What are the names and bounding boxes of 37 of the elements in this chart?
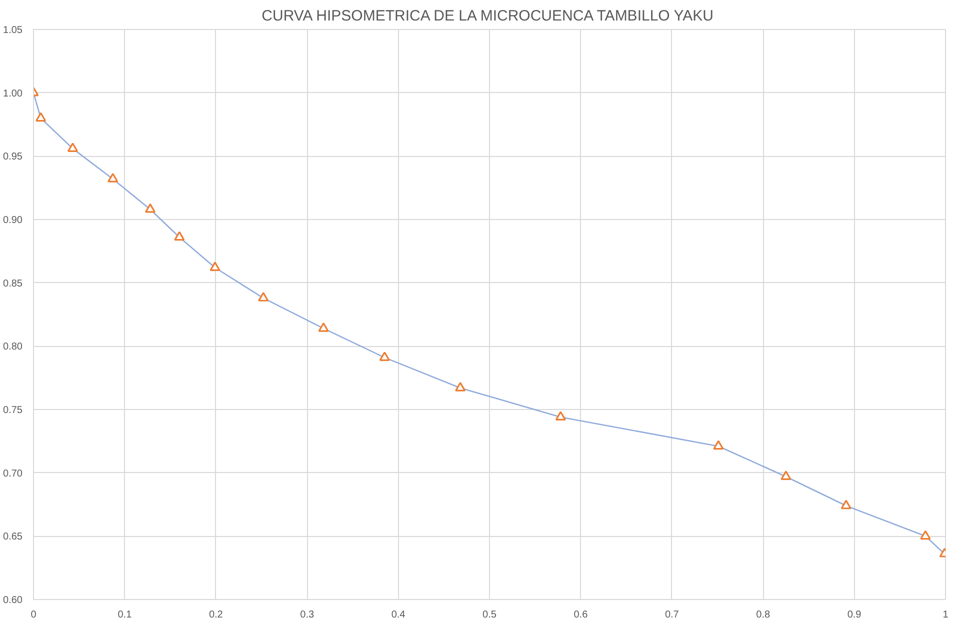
point: [174, 231, 185, 241]
point: [920, 530, 931, 540]
y-tick-label: 0.65: [3, 532, 23, 543]
point: [780, 470, 792, 480]
point: [555, 411, 566, 420]
point: [455, 382, 466, 392]
point: [840, 500, 852, 510]
y-tick-label: 0.75: [3, 405, 23, 416]
x-tick-label: 0.3: [300, 610, 314, 620]
chart-title: CURVA HIPSOMETRICA DE LA MICROCUENCA TAMBILLO YAKU: [262, 8, 714, 24]
point: [713, 440, 724, 450]
y-tick-label: 0.85: [3, 278, 23, 290]
y-tick-label: 0.95: [3, 152, 23, 163]
y-tick-label: 0.60: [3, 595, 23, 606]
y-tick-label: 1.05: [3, 25, 23, 36]
point: [318, 322, 329, 332]
x-tick-label: 0.2: [208, 610, 224, 620]
x-tick-label: 0.5: [482, 610, 497, 620]
point: [258, 292, 269, 302]
y-tick-label: 0.90: [3, 215, 23, 226]
y-tick-label: 1.00: [3, 88, 23, 100]
point: [35, 112, 46, 122]
point: [379, 352, 390, 361]
x-tick-label: 0.8: [756, 610, 770, 620]
x-tick-label: 0.9: [847, 610, 862, 620]
y-tick-label: 0.80: [3, 342, 23, 353]
point: [144, 203, 156, 213]
y-tick-label: 0.70: [3, 468, 23, 480]
x-tick-label: 0.6: [574, 610, 588, 620]
point: [108, 172, 118, 182]
point: [210, 262, 220, 272]
x-tick-label: 0: [30, 610, 37, 620]
x-tick-label: 0.4: [391, 610, 406, 620]
x-tick-label: 0.1: [118, 610, 132, 620]
x-tick-label: 0.7: [664, 610, 680, 620]
x-tick-label: 1: [942, 610, 949, 620]
point: [67, 142, 78, 152]
